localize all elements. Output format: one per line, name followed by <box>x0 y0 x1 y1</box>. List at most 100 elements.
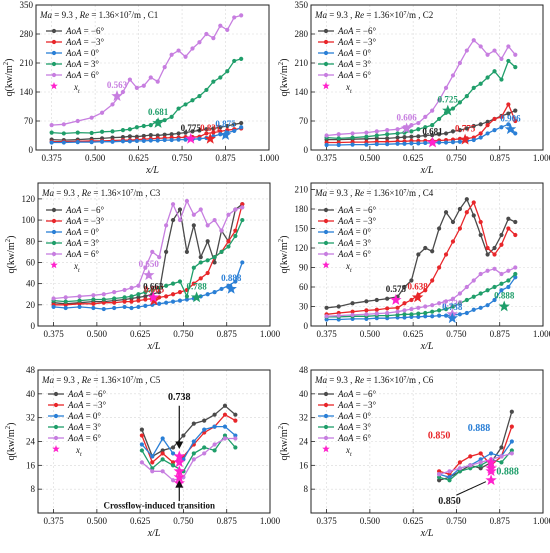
legend-value: = −3° <box>356 216 377 226</box>
legend-marker <box>51 50 57 56</box>
data-point <box>506 216 511 221</box>
legend-value: = −3° <box>356 37 377 47</box>
data-point <box>136 304 141 310</box>
data-point <box>212 412 217 417</box>
data-point <box>450 140 456 145</box>
data-point <box>499 114 504 119</box>
transition-marker <box>185 132 197 144</box>
x-tick-label: 0.625 <box>403 153 424 163</box>
data-point <box>447 469 452 474</box>
data-point <box>205 239 210 244</box>
data-point <box>232 128 237 134</box>
transition-marker <box>498 300 510 312</box>
data-point <box>492 245 497 251</box>
data-point <box>160 436 165 441</box>
data-point <box>492 284 497 290</box>
transition-label: 0.681 <box>422 127 443 137</box>
data-point <box>450 239 456 244</box>
transition-label: 0.775 <box>455 124 476 134</box>
data-point <box>218 125 223 130</box>
legend-xt-sub: t <box>78 268 80 274</box>
x-tick-label: 0.625 <box>130 516 151 526</box>
data-point <box>336 313 341 318</box>
title-re-value: = 1.36×10 <box>89 10 129 20</box>
y-axis-label-exp: 2 <box>4 238 12 242</box>
data-point <box>513 118 518 124</box>
data-point <box>385 142 390 147</box>
data-point <box>464 48 469 53</box>
data-point <box>212 424 217 429</box>
title-re-value: = 1.36×10 <box>91 188 131 198</box>
data-point <box>324 133 329 138</box>
title-unit: /m , C6 <box>406 375 433 385</box>
data-point <box>513 219 518 225</box>
data-point <box>385 128 390 133</box>
data-point <box>120 89 126 95</box>
data-point <box>170 451 176 456</box>
data-point <box>324 314 329 319</box>
x-axis-label: x/L <box>147 341 161 352</box>
legend-value: = −3° <box>84 37 105 47</box>
data-point <box>191 212 196 217</box>
legend-value: = 6° <box>86 433 102 443</box>
transition-label: 0.788 <box>186 281 207 291</box>
data-point <box>239 56 244 61</box>
data-point <box>212 217 217 223</box>
data-point <box>443 307 449 312</box>
legend-marker <box>53 391 59 397</box>
y-axis-label: q(kw/m2) <box>277 423 290 461</box>
legend-value: = 3° <box>356 238 372 248</box>
legend-marker <box>51 251 57 257</box>
legend-marker <box>323 251 329 257</box>
data-point <box>170 460 176 465</box>
data-point <box>127 127 132 132</box>
data-point <box>219 228 224 233</box>
data-point <box>478 466 483 471</box>
data-point <box>485 252 490 257</box>
title-unit: /m , C1 <box>131 10 158 20</box>
plot-frame <box>310 182 544 327</box>
legend-label: AoA = −6° <box>67 389 106 399</box>
data-point <box>222 424 228 429</box>
data-point <box>385 310 390 316</box>
y-tick-label: 32 <box>299 413 308 423</box>
data-point <box>457 291 462 296</box>
data-point <box>423 314 428 319</box>
y-tick-label: 24 <box>299 437 309 447</box>
data-point <box>447 472 452 477</box>
data-point <box>170 299 176 304</box>
panel-title: Ma = 9.3 , Re = 1.36×107/m , C5 <box>41 375 161 385</box>
data-point <box>143 290 148 295</box>
panel-c1: 0.375 0.500 0.625 0.750 0.875 1.000 0 70 140 210 2… <box>2 0 280 176</box>
data-point <box>129 305 134 311</box>
data-point <box>177 207 183 212</box>
transition-marker <box>219 129 232 140</box>
y-axis-label-main: q(kw/m <box>279 242 290 273</box>
legend-marker <box>323 39 329 45</box>
data-point <box>471 137 476 143</box>
data-point <box>77 298 82 303</box>
legend-prefix: AoA <box>337 37 356 47</box>
legend-prefix: AoA <box>65 59 84 69</box>
panel-title: Ma = 9.3 , Re = 1.36×107/m , C6 <box>314 375 434 385</box>
data-point <box>336 142 341 148</box>
transition-label: 0.606 <box>396 112 417 122</box>
data-point <box>416 311 421 316</box>
y-axis-label-main: q(kw/m <box>279 65 290 96</box>
legend-prefix: AoA <box>65 48 84 58</box>
data-point <box>222 403 228 408</box>
data-point <box>485 75 490 80</box>
data-point <box>211 36 216 41</box>
y-tick-label: 60 <box>299 282 309 292</box>
data-point <box>202 451 207 456</box>
data-point <box>134 85 139 90</box>
data-point <box>191 451 196 456</box>
legend-xt: xt <box>75 445 82 458</box>
legend-value: = 3° <box>84 238 100 248</box>
y-tick-label: 16 <box>299 460 309 470</box>
data-point <box>478 219 483 225</box>
data-point <box>218 75 223 80</box>
data-point <box>430 249 435 254</box>
legend-xt-sub: t <box>350 452 352 458</box>
data-point <box>437 132 442 137</box>
